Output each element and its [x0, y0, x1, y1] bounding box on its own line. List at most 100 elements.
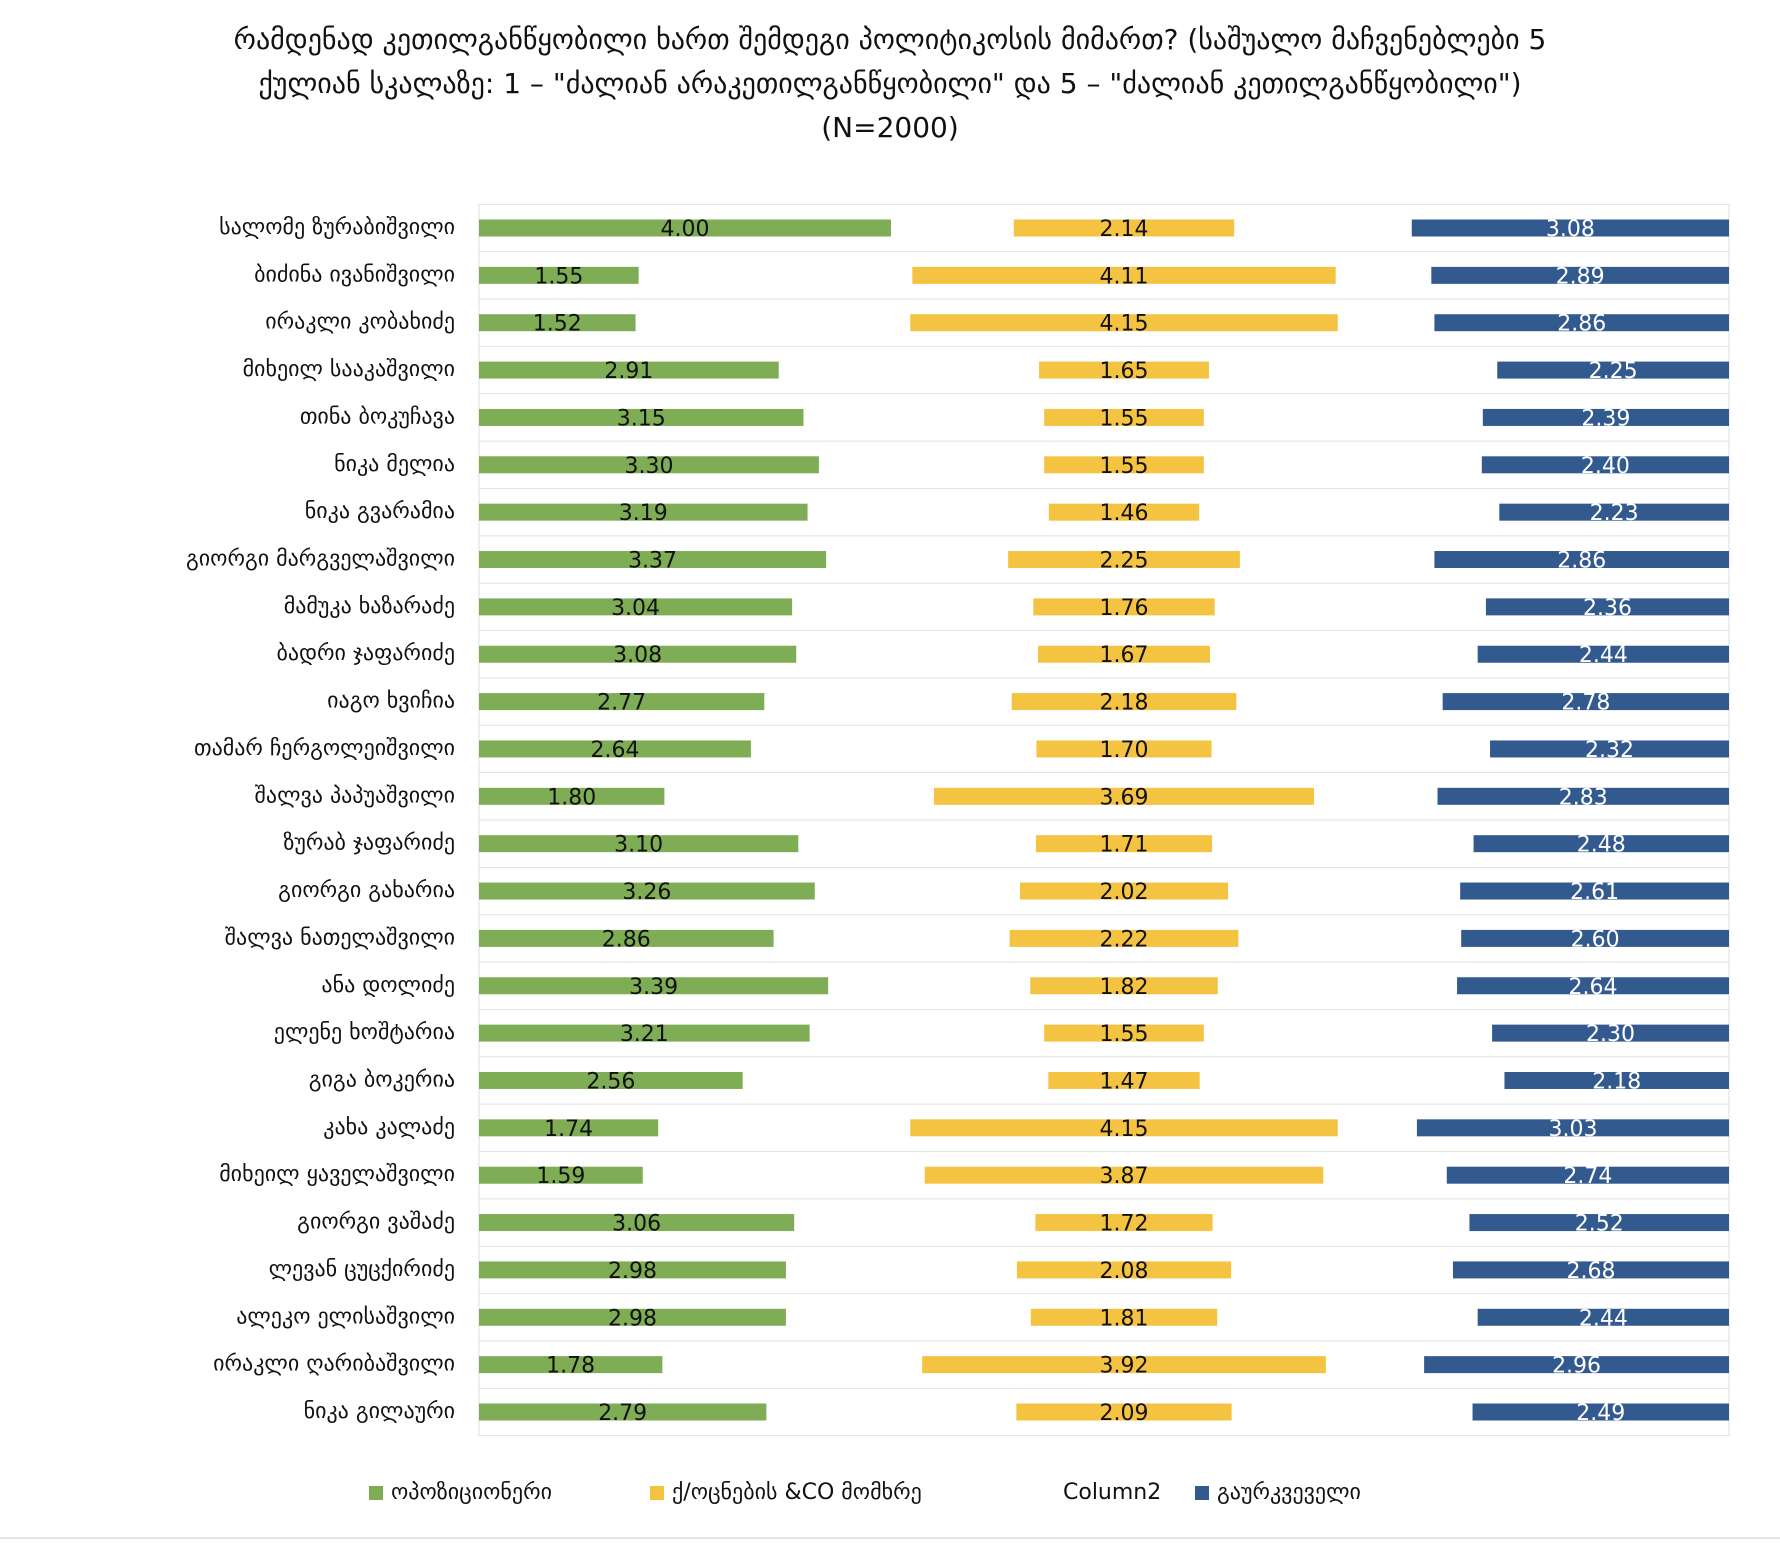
- bar: [1037, 645, 1211, 663]
- bar: [1009, 929, 1239, 947]
- bar: [479, 929, 774, 947]
- bar: [479, 1308, 786, 1326]
- bar: [1424, 1356, 1729, 1374]
- data-label: 2.09: [1100, 1401, 1149, 1426]
- bar: [1044, 456, 1204, 474]
- data-label: 1.74: [544, 1117, 593, 1142]
- bar: [479, 361, 779, 379]
- category-label: შალვა პაპუაშვილი: [255, 783, 455, 808]
- bar: [1461, 929, 1729, 947]
- category-label: თინა ბოკუჩავა: [300, 404, 455, 429]
- bar: [479, 503, 808, 521]
- category-label: ლევან ცუცქირიძე: [269, 1257, 455, 1282]
- category-label: ელენე ხოშტარია: [274, 1020, 455, 1045]
- data-label: 2.77: [597, 691, 646, 716]
- data-label: 3.92: [1100, 1354, 1149, 1379]
- data-label: 2.86: [602, 927, 651, 952]
- category-label: კახა კალაძე: [323, 1115, 455, 1140]
- data-label: 2.25: [1100, 549, 1149, 574]
- legend-label: ქ/ოცნების &CO მომხრე: [672, 1480, 922, 1505]
- category-label: გიორგი ვაშაძე: [297, 1210, 455, 1235]
- data-label: 2.86: [1557, 549, 1606, 574]
- category-label: ბადრი ჯაფარიძე: [277, 641, 456, 666]
- data-label: 2.44: [1579, 1306, 1628, 1331]
- data-label: 4.15: [1100, 312, 1149, 337]
- category-label: შალვა ნათელაშვილი: [225, 925, 455, 950]
- bar: [479, 740, 751, 758]
- category-label: ანა დოლიძე: [321, 973, 455, 998]
- data-label: 2.52: [1575, 1212, 1624, 1237]
- data-label: 3.04: [611, 596, 660, 621]
- data-label: 1.76: [1100, 596, 1149, 621]
- data-label: 2.25: [1589, 359, 1638, 384]
- category-label: ზურაბ ჯაფარიძე: [283, 831, 455, 856]
- category-label: ბიძინა ივანიშვილი: [254, 262, 455, 287]
- bar: [1434, 314, 1729, 332]
- bar: [479, 1119, 659, 1137]
- data-label: 2.30: [1586, 1022, 1635, 1047]
- bar: [1477, 1308, 1729, 1326]
- legend-label: გაურკვეველი: [1217, 1480, 1361, 1505]
- data-label: 1.55: [1100, 1022, 1149, 1047]
- bar: [1016, 1403, 1232, 1421]
- data-label: 1.47: [1100, 1069, 1149, 1094]
- bar: [1485, 598, 1729, 616]
- bar: [1492, 1024, 1729, 1042]
- bar: [1030, 977, 1218, 995]
- bar: [1446, 1166, 1729, 1184]
- bar: [1044, 408, 1204, 426]
- bar: [479, 456, 819, 474]
- bar: [1048, 503, 1200, 521]
- data-label: 1.55: [1100, 454, 1149, 479]
- category-label: ირაკლი ღარიბაშვილი: [213, 1352, 455, 1377]
- bar: [1035, 835, 1213, 853]
- legend-marker: [1195, 1486, 1209, 1500]
- data-label: 4.11: [1100, 264, 1149, 289]
- data-label: 2.68: [1566, 1259, 1615, 1284]
- category-label: სალომე ზურაბიშვილი: [219, 215, 455, 240]
- data-label: 2.91: [604, 359, 653, 384]
- data-label: 2.86: [1557, 312, 1606, 337]
- bar: [479, 266, 639, 284]
- data-label: 2.08: [1100, 1259, 1149, 1284]
- bar: [1016, 1261, 1232, 1279]
- data-label: 3.37: [628, 549, 677, 574]
- data-label: 3.19: [619, 501, 668, 526]
- data-label: 2.79: [598, 1401, 647, 1426]
- data-label: 2.78: [1561, 691, 1610, 716]
- bar: [479, 314, 636, 332]
- bar: [1437, 787, 1729, 805]
- bar: [479, 551, 827, 569]
- bar: [479, 1403, 767, 1421]
- data-label: 2.89: [1556, 264, 1605, 289]
- bar: [479, 408, 804, 426]
- bar: [479, 598, 793, 616]
- data-label: 3.26: [622, 880, 671, 905]
- bar: [1013, 219, 1235, 237]
- data-label: 3.69: [1100, 785, 1149, 810]
- bar: [1490, 740, 1729, 758]
- data-label: 2.98: [608, 1259, 657, 1284]
- bar: [1460, 882, 1729, 900]
- data-label: 2.83: [1559, 785, 1608, 810]
- category-label: ირაკლი კობახიძე: [265, 310, 455, 335]
- data-label: 3.06: [612, 1212, 661, 1237]
- bar: [479, 882, 815, 900]
- data-label: 3.21: [620, 1022, 669, 1047]
- category-label: მიხეილ სააკაშვილი: [243, 357, 455, 382]
- bar: [479, 645, 797, 663]
- bar: [924, 1166, 1324, 1184]
- bar: [479, 787, 665, 805]
- data-label: 1.55: [534, 264, 583, 289]
- bar: [1457, 977, 1729, 995]
- legend-label: ოპოზიციონერი: [391, 1480, 552, 1505]
- data-label: 2.64: [1569, 975, 1618, 1000]
- bar: [479, 1214, 795, 1232]
- data-label: 1.82: [1100, 975, 1149, 1000]
- bar: [910, 314, 1338, 332]
- data-label: 2.61: [1570, 880, 1619, 905]
- data-label: 3.03: [1548, 1117, 1597, 1142]
- data-label: 2.49: [1576, 1401, 1625, 1426]
- legend-marker: [650, 1486, 664, 1500]
